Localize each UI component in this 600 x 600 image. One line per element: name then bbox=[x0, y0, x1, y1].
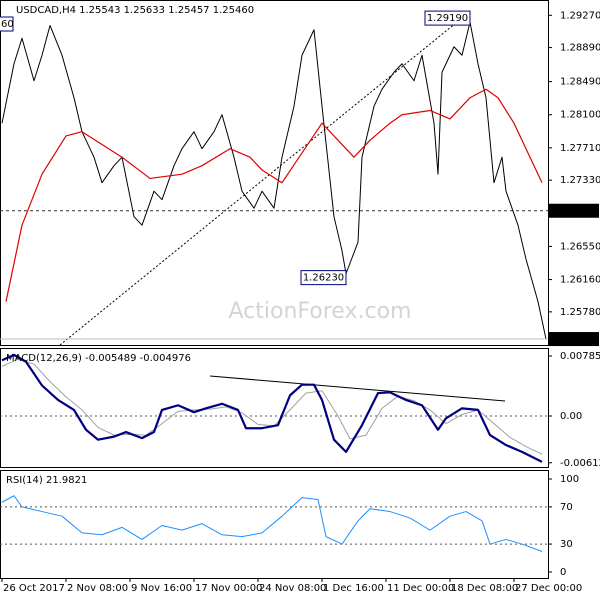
current-box-label: 1.25460 bbox=[553, 334, 594, 345]
watermark: ActionForex.com bbox=[229, 299, 412, 324]
y-tick-label: 1.26160 bbox=[560, 275, 600, 286]
annotation-label: 1.29190 bbox=[427, 13, 468, 24]
x-tick-label: 1 Dec 16:00 bbox=[323, 583, 384, 594]
panel-title: USDCAD,H4 1.25543 1.25633 1.25457 1.2546… bbox=[16, 5, 254, 16]
x-tick-label: 26 Oct 2017 bbox=[3, 583, 65, 594]
panel-frame bbox=[0, 348, 549, 468]
edge-label: 60 bbox=[1, 19, 14, 30]
x-tick-label: 24 Nov 08:00 bbox=[259, 583, 326, 594]
series-line bbox=[1, 495, 543, 552]
current-box bbox=[549, 332, 599, 347]
series-line bbox=[5, 88, 543, 302]
x-tick-label: 2 Nov 08:00 bbox=[67, 583, 128, 594]
price-box-label: 1.26970 bbox=[553, 206, 594, 217]
x-tick-label: 9 Nov 16:00 bbox=[131, 583, 192, 594]
macd-trend-line bbox=[209, 375, 506, 402]
y-tick-label: 1.25780 bbox=[560, 307, 600, 318]
panel-title: MACD(12,26,9) -0.005489 -0.004976 bbox=[6, 353, 191, 364]
panel-frame bbox=[0, 470, 549, 579]
annotation-box bbox=[424, 10, 471, 26]
y-tick-label: 1.26550 bbox=[560, 241, 600, 252]
y-tick-label: 1.28890 bbox=[560, 43, 600, 54]
y-tick-label: 1.28100 bbox=[560, 110, 600, 121]
y-tick-label: 1.28490 bbox=[560, 77, 600, 88]
panel-frame bbox=[0, 0, 549, 346]
x-tick-label: 27 Dec 00:00 bbox=[515, 583, 582, 594]
y-tick-label: -0.006124 bbox=[560, 458, 600, 469]
y-tick-label: 0.007855 bbox=[560, 351, 600, 362]
y-tick-label: 0 bbox=[560, 567, 566, 578]
y-tick-label: 1.29270 bbox=[560, 10, 600, 21]
x-tick-label: 17 Nov 00:00 bbox=[195, 583, 262, 594]
y-tick-label: 1.27710 bbox=[560, 143, 600, 154]
series-line bbox=[1, 353, 543, 463]
x-tick-label: 18 Dec 08:00 bbox=[451, 583, 518, 594]
annotation-box bbox=[300, 270, 347, 286]
x-tick-label: 11 Dec 00:00 bbox=[387, 583, 454, 594]
series-line bbox=[1, 21, 547, 340]
annotation-label: 1.26230 bbox=[303, 273, 344, 284]
y-tick-label: 0.00 bbox=[560, 411, 582, 422]
edge-box bbox=[0, 16, 14, 32]
y-tick-label: 30 bbox=[560, 539, 573, 550]
y-tick-label: 100 bbox=[560, 474, 579, 485]
price-box bbox=[549, 203, 599, 218]
y-tick-label: 1.27330 bbox=[560, 175, 600, 186]
y-tick-label: 70 bbox=[560, 502, 573, 513]
panel-title: RSI(14) 21.9821 bbox=[6, 475, 87, 486]
